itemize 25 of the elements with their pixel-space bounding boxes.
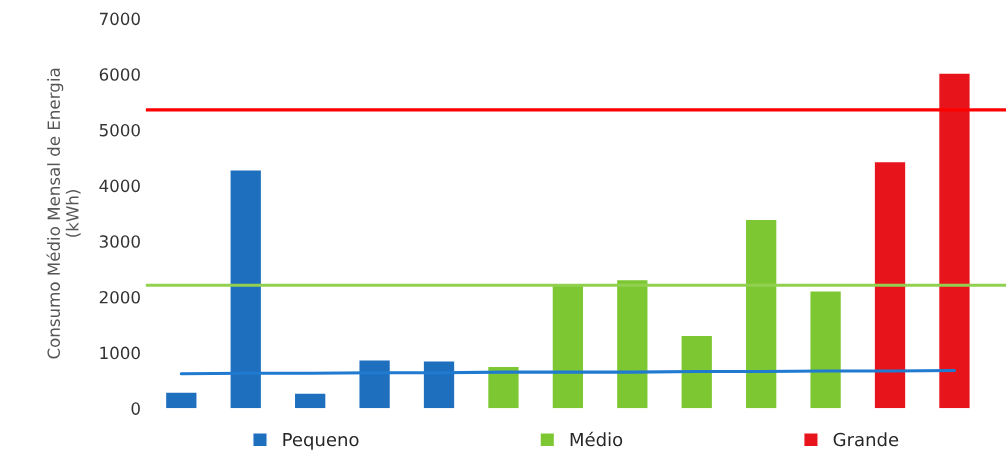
y-tick-label: 1000 xyxy=(100,346,140,360)
bar xyxy=(874,162,906,409)
bar xyxy=(230,170,261,409)
y-tick-label: 4000 xyxy=(99,179,140,193)
bar xyxy=(939,73,970,409)
bar xyxy=(746,220,777,409)
y-tick-label: 5000 xyxy=(99,123,140,137)
legend-label: Grande xyxy=(833,432,899,447)
y-tick-label: 2000 xyxy=(99,290,140,304)
bar xyxy=(423,361,455,409)
bar xyxy=(810,291,841,409)
bar xyxy=(681,335,712,409)
bar xyxy=(295,393,326,409)
y-tick-label: 6000 xyxy=(99,68,140,81)
y-axis-title: Consumo Médio Mensal de Energia (kWh) xyxy=(46,68,81,359)
bar xyxy=(488,367,519,409)
y-tick-label: 3000 xyxy=(99,235,140,248)
bar xyxy=(359,360,390,409)
bar xyxy=(617,280,648,409)
bar xyxy=(552,284,584,409)
y-tick-label: 0 xyxy=(131,402,140,415)
bar xyxy=(166,392,197,409)
y-tick-label: 7000 xyxy=(99,12,140,26)
legend-label: Pequeno xyxy=(283,432,359,450)
legend-label: Médio xyxy=(570,431,623,447)
